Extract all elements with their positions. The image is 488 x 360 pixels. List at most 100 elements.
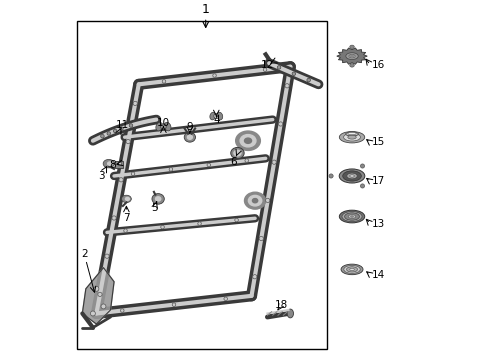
Ellipse shape [121, 195, 131, 203]
Text: 18: 18 [274, 300, 287, 310]
Ellipse shape [187, 135, 192, 139]
Ellipse shape [347, 215, 355, 219]
Text: 6: 6 [230, 157, 237, 167]
Circle shape [101, 134, 104, 138]
Ellipse shape [340, 264, 362, 275]
Ellipse shape [347, 132, 356, 135]
Ellipse shape [107, 162, 112, 165]
Ellipse shape [233, 150, 241, 156]
Ellipse shape [349, 268, 354, 270]
Circle shape [277, 66, 280, 69]
Bar [118, 162, 121, 165]
Ellipse shape [343, 134, 360, 141]
Text: 17: 17 [371, 176, 385, 186]
Circle shape [328, 174, 332, 178]
Text: 14: 14 [371, 270, 385, 280]
Circle shape [126, 139, 130, 144]
Ellipse shape [339, 131, 364, 143]
Ellipse shape [152, 194, 164, 204]
Ellipse shape [348, 54, 354, 58]
Ellipse shape [349, 45, 354, 49]
Text: 2: 2 [81, 248, 87, 258]
Text: 11: 11 [116, 120, 129, 130]
Circle shape [306, 78, 310, 82]
Circle shape [265, 198, 269, 202]
Ellipse shape [339, 210, 364, 223]
Ellipse shape [339, 169, 364, 183]
Ellipse shape [344, 213, 359, 220]
Circle shape [360, 164, 364, 168]
Ellipse shape [244, 192, 265, 209]
Ellipse shape [347, 135, 356, 139]
Circle shape [120, 127, 123, 130]
Ellipse shape [345, 53, 358, 59]
Text: 13: 13 [371, 219, 385, 229]
Ellipse shape [343, 265, 360, 273]
Circle shape [234, 218, 238, 222]
Circle shape [119, 178, 123, 182]
Ellipse shape [164, 122, 171, 131]
Circle shape [291, 72, 295, 76]
Ellipse shape [342, 171, 361, 181]
Text: 9: 9 [186, 122, 193, 132]
Circle shape [131, 172, 135, 176]
Circle shape [271, 160, 276, 164]
Circle shape [98, 292, 102, 297]
Circle shape [285, 84, 288, 88]
Circle shape [113, 129, 117, 133]
Circle shape [107, 132, 110, 135]
Ellipse shape [240, 135, 255, 147]
Ellipse shape [103, 159, 114, 168]
Bar [115, 161, 123, 167]
Ellipse shape [230, 148, 244, 159]
Ellipse shape [286, 309, 293, 318]
Circle shape [197, 222, 201, 225]
Circle shape [169, 168, 172, 171]
Circle shape [112, 216, 116, 220]
Circle shape [224, 297, 227, 301]
Ellipse shape [155, 197, 161, 201]
Ellipse shape [184, 132, 195, 142]
Polygon shape [82, 267, 114, 324]
Ellipse shape [350, 216, 353, 217]
Circle shape [212, 74, 216, 77]
Circle shape [244, 159, 248, 162]
Ellipse shape [217, 112, 222, 120]
Circle shape [105, 254, 109, 258]
Text: 8: 8 [109, 161, 115, 170]
Ellipse shape [209, 112, 215, 120]
Circle shape [120, 309, 124, 312]
Circle shape [101, 304, 106, 309]
Ellipse shape [252, 199, 257, 203]
Text: 7: 7 [123, 213, 129, 223]
Circle shape [90, 311, 95, 316]
Text: 12: 12 [260, 60, 273, 70]
Circle shape [263, 68, 266, 71]
Circle shape [172, 303, 175, 306]
Text: 4: 4 [213, 114, 219, 125]
Ellipse shape [346, 173, 357, 179]
Ellipse shape [248, 195, 261, 206]
Circle shape [206, 163, 210, 167]
Circle shape [129, 124, 132, 127]
Circle shape [161, 225, 164, 229]
Text: 15: 15 [371, 138, 385, 148]
Ellipse shape [345, 132, 358, 136]
Text: 10: 10 [157, 118, 170, 128]
Ellipse shape [346, 267, 357, 272]
Circle shape [133, 101, 137, 105]
Ellipse shape [349, 175, 354, 177]
Circle shape [213, 114, 218, 118]
Circle shape [252, 275, 256, 279]
Circle shape [360, 184, 364, 188]
Circle shape [160, 124, 166, 130]
Polygon shape [336, 48, 366, 64]
Text: 16: 16 [371, 60, 385, 70]
Ellipse shape [341, 212, 361, 221]
Ellipse shape [156, 122, 162, 131]
Circle shape [94, 286, 99, 291]
Circle shape [259, 237, 263, 241]
Ellipse shape [125, 197, 129, 201]
Bar [77, 21, 326, 349]
Circle shape [278, 122, 282, 126]
